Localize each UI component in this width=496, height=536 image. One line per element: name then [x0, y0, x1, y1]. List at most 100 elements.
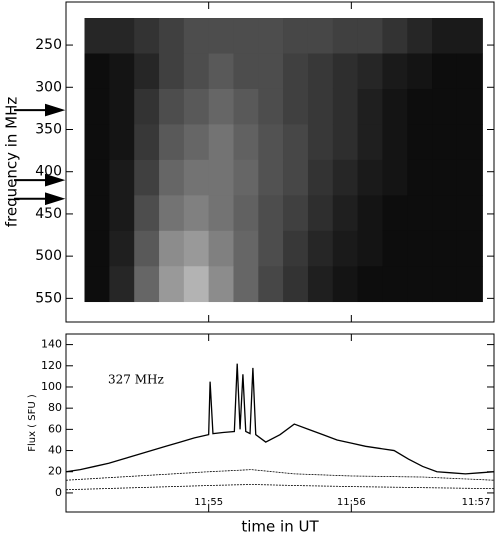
heatmap-cell	[456, 230, 483, 267]
heatmap-cell	[382, 53, 408, 90]
heatmap-cell	[307, 230, 334, 267]
heatmap-cell	[332, 53, 358, 90]
heatmap-cell	[332, 195, 358, 232]
heatmap-cell	[283, 195, 309, 232]
heatmap-cell	[233, 18, 259, 54]
heatmap-cell	[109, 53, 135, 90]
heatmap-cell	[208, 88, 234, 125]
heatmap-cell	[134, 195, 160, 232]
heatmap-cell	[357, 53, 383, 90]
y-tick-label: 60	[48, 422, 62, 435]
heatmap-cell	[183, 18, 209, 54]
heatmap-cell	[332, 88, 358, 125]
heatmap-cell	[233, 124, 259, 161]
heatmap-cell	[432, 159, 458, 196]
heatmap-cell	[258, 18, 284, 54]
heatmap-cell	[109, 124, 135, 161]
heatmap-cell	[307, 266, 334, 303]
heatmap-cell	[456, 124, 483, 161]
heatmap-cell	[233, 230, 259, 267]
heatmap-cell	[357, 88, 383, 125]
y-tick-label: 20	[48, 465, 62, 478]
heatmap-cell	[208, 159, 234, 196]
heatmap-cell	[382, 230, 408, 267]
y-tick-label: 250	[35, 37, 62, 53]
heatmap-cell	[357, 230, 383, 267]
heatmap-cell	[159, 124, 185, 161]
heatmap-cell	[258, 88, 284, 125]
heatmap-cell	[159, 53, 185, 90]
heatmap-cell	[233, 53, 259, 90]
heatmap-cell	[307, 124, 334, 161]
heatmap-cell	[159, 230, 185, 267]
heatmap-cell	[382, 159, 408, 196]
heatmap-cell	[456, 159, 483, 196]
heatmap-cell	[183, 124, 209, 161]
heatmap-cell	[382, 195, 408, 232]
heatmap-cell	[159, 18, 185, 54]
heatmap-cell	[432, 88, 458, 125]
bottom-frame	[65, 333, 495, 513]
heatmap-cell	[134, 230, 160, 267]
heatmap-cell	[208, 53, 234, 90]
heatmap-cell	[134, 18, 160, 54]
heatmap-cell	[258, 230, 284, 267]
heatmap-cell	[307, 53, 334, 90]
x-tick-label: 11:55	[194, 497, 223, 508]
heatmap-cell	[283, 266, 309, 303]
heatmap-cell	[357, 124, 383, 161]
heatmap-cell	[258, 159, 284, 196]
arrow	[14, 103, 66, 117]
heatmap-cell	[208, 195, 234, 232]
heatmap-cell	[134, 266, 160, 303]
heatmap-cell	[357, 266, 383, 303]
heatmap-cell	[84, 53, 110, 90]
heatmap-cell	[258, 53, 284, 90]
heatmap-cell	[332, 266, 358, 303]
heatmap-cell	[183, 195, 209, 232]
y-tick-label: 400	[35, 164, 62, 180]
line-series	[65, 469, 495, 481]
y-tick-label: 120	[41, 359, 62, 372]
heatmap-cell	[183, 266, 209, 303]
heatmap-cell	[456, 53, 483, 90]
heatmap-cell	[134, 88, 160, 125]
y-tick-label: 140	[41, 338, 62, 351]
heatmap-cell	[382, 124, 408, 161]
heatmap-cell	[84, 88, 110, 125]
heatmap-cell	[357, 18, 383, 54]
y-tick-label: 450	[35, 206, 62, 222]
heatmap-cell	[332, 18, 358, 54]
heatmap-cell	[208, 124, 234, 161]
heatmap-cell	[183, 53, 209, 90]
heatmap-cell	[258, 266, 284, 303]
heatmap-cell	[307, 195, 334, 232]
annotation: 327 MHz	[108, 373, 164, 387]
heatmap-cell	[233, 159, 259, 196]
heatmap-cell	[258, 124, 284, 161]
y-tick-label: 350	[35, 121, 62, 137]
heatmap-cell	[159, 195, 185, 232]
arrow	[14, 173, 66, 187]
heatmap-cell	[84, 230, 110, 267]
heatmap-cell	[432, 230, 458, 267]
heatmap-cell	[208, 230, 234, 267]
y-tick-label: 550	[35, 290, 62, 306]
heatmap-cell	[382, 88, 408, 125]
x-tick-label: 11:56	[337, 497, 366, 508]
heatmap-cell	[407, 124, 433, 161]
heatmap-cell	[208, 18, 234, 54]
heatmap-cell	[407, 230, 433, 267]
heatmap-cell	[332, 124, 358, 161]
heatmap-cell	[407, 266, 433, 303]
heatmap-cell	[357, 195, 383, 232]
y-axis-label: Flux ( SFU )	[27, 394, 38, 452]
heatmap-cell	[332, 159, 358, 196]
line-series	[65, 363, 495, 475]
heatmap-cell	[208, 266, 234, 303]
heatmap-cell	[283, 53, 309, 90]
heatmap-cell	[307, 159, 334, 196]
heatmap-cell	[159, 266, 185, 303]
heatmap-cell	[307, 88, 334, 125]
